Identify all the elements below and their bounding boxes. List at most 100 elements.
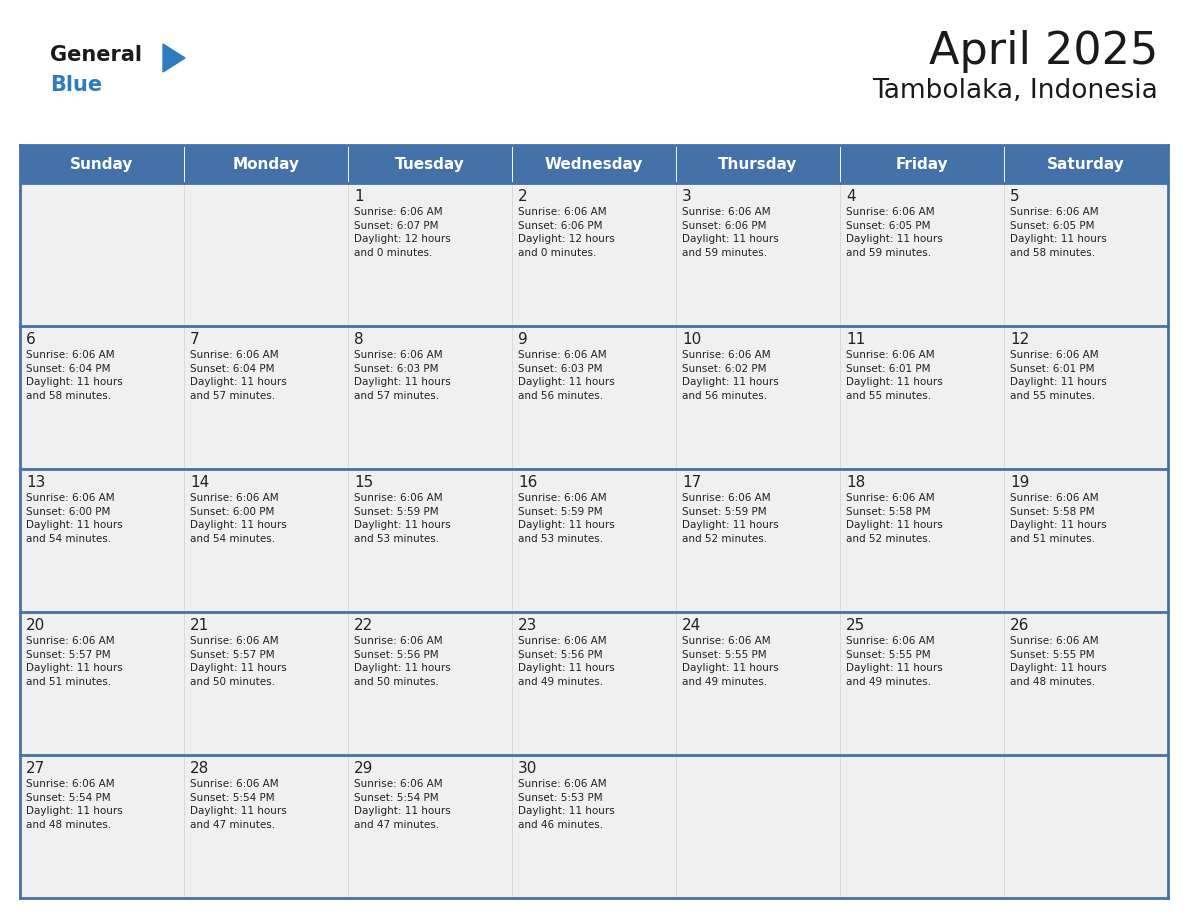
Bar [512, 326, 676, 469]
Bar [512, 469, 676, 612]
Text: 22: 22 [354, 618, 373, 633]
Bar [348, 755, 512, 898]
Bar [348, 612, 512, 755]
Text: 14: 14 [190, 475, 209, 490]
Text: 24: 24 [682, 618, 701, 633]
Text: April 2025: April 2025 [929, 30, 1158, 73]
Text: Thursday: Thursday [719, 156, 797, 172]
Text: Sunrise: 6:06 AM
Sunset: 6:03 PM
Daylight: 11 hours
and 56 minutes.: Sunrise: 6:06 AM Sunset: 6:03 PM Dayligh… [518, 350, 614, 401]
Text: Wednesday: Wednesday [545, 156, 643, 172]
Text: 16: 16 [518, 475, 537, 490]
Bar [512, 145, 676, 183]
Bar [20, 755, 184, 898]
Text: 20: 20 [26, 618, 45, 633]
Text: Friday: Friday [896, 156, 948, 172]
Text: Sunday: Sunday [70, 156, 134, 172]
Text: 15: 15 [354, 475, 373, 490]
Bar [1004, 183, 1168, 326]
Text: 9: 9 [518, 332, 527, 347]
Text: 30: 30 [518, 761, 537, 776]
Polygon shape [163, 44, 185, 72]
Text: 17: 17 [682, 475, 701, 490]
Bar [676, 326, 840, 469]
Bar [348, 145, 512, 183]
Text: 11: 11 [846, 332, 865, 347]
Text: Sunrise: 6:06 AM
Sunset: 5:56 PM
Daylight: 11 hours
and 50 minutes.: Sunrise: 6:06 AM Sunset: 5:56 PM Dayligh… [354, 636, 450, 687]
Text: Sunrise: 6:06 AM
Sunset: 5:58 PM
Daylight: 11 hours
and 52 minutes.: Sunrise: 6:06 AM Sunset: 5:58 PM Dayligh… [846, 493, 943, 543]
Bar [20, 145, 184, 183]
Bar [840, 755, 1004, 898]
Text: Monday: Monday [233, 156, 299, 172]
Text: Sunrise: 6:06 AM
Sunset: 5:53 PM
Daylight: 11 hours
and 46 minutes.: Sunrise: 6:06 AM Sunset: 5:53 PM Dayligh… [518, 779, 614, 830]
Text: 26: 26 [1010, 618, 1029, 633]
Text: Sunrise: 6:06 AM
Sunset: 6:01 PM
Daylight: 11 hours
and 55 minutes.: Sunrise: 6:06 AM Sunset: 6:01 PM Dayligh… [1010, 350, 1107, 401]
Bar [184, 326, 348, 469]
Bar [676, 612, 840, 755]
Text: Sunrise: 6:06 AM
Sunset: 5:54 PM
Daylight: 11 hours
and 47 minutes.: Sunrise: 6:06 AM Sunset: 5:54 PM Dayligh… [354, 779, 450, 830]
Text: 1: 1 [354, 189, 364, 204]
Text: Sunrise: 6:06 AM
Sunset: 5:54 PM
Daylight: 11 hours
and 47 minutes.: Sunrise: 6:06 AM Sunset: 5:54 PM Dayligh… [190, 779, 286, 830]
Text: Sunrise: 6:06 AM
Sunset: 6:06 PM
Daylight: 12 hours
and 0 minutes.: Sunrise: 6:06 AM Sunset: 6:06 PM Dayligh… [518, 207, 614, 258]
Text: Sunrise: 6:06 AM
Sunset: 5:57 PM
Daylight: 11 hours
and 51 minutes.: Sunrise: 6:06 AM Sunset: 5:57 PM Dayligh… [26, 636, 122, 687]
Text: 2: 2 [518, 189, 527, 204]
Bar [676, 145, 840, 183]
Bar [840, 183, 1004, 326]
Text: Sunrise: 6:06 AM
Sunset: 5:59 PM
Daylight: 11 hours
and 53 minutes.: Sunrise: 6:06 AM Sunset: 5:59 PM Dayligh… [518, 493, 614, 543]
Text: Sunrise: 6:06 AM
Sunset: 6:05 PM
Daylight: 11 hours
and 59 minutes.: Sunrise: 6:06 AM Sunset: 6:05 PM Dayligh… [846, 207, 943, 258]
Text: Sunrise: 6:06 AM
Sunset: 6:00 PM
Daylight: 11 hours
and 54 minutes.: Sunrise: 6:06 AM Sunset: 6:00 PM Dayligh… [190, 493, 286, 543]
Text: Tambolaka, Indonesia: Tambolaka, Indonesia [872, 78, 1158, 104]
Text: Sunrise: 6:06 AM
Sunset: 5:55 PM
Daylight: 11 hours
and 49 minutes.: Sunrise: 6:06 AM Sunset: 5:55 PM Dayligh… [846, 636, 943, 687]
Text: 8: 8 [354, 332, 364, 347]
Bar [1004, 612, 1168, 755]
Bar [20, 183, 184, 326]
Text: Sunrise: 6:06 AM
Sunset: 5:59 PM
Daylight: 11 hours
and 53 minutes.: Sunrise: 6:06 AM Sunset: 5:59 PM Dayligh… [354, 493, 450, 543]
Bar [184, 469, 348, 612]
Text: 19: 19 [1010, 475, 1029, 490]
Bar [348, 183, 512, 326]
Text: Sunrise: 6:06 AM
Sunset: 5:55 PM
Daylight: 11 hours
and 48 minutes.: Sunrise: 6:06 AM Sunset: 5:55 PM Dayligh… [1010, 636, 1107, 687]
Text: Sunrise: 6:06 AM
Sunset: 6:04 PM
Daylight: 11 hours
and 57 minutes.: Sunrise: 6:06 AM Sunset: 6:04 PM Dayligh… [190, 350, 286, 401]
Text: Sunrise: 6:06 AM
Sunset: 5:58 PM
Daylight: 11 hours
and 51 minutes.: Sunrise: 6:06 AM Sunset: 5:58 PM Dayligh… [1010, 493, 1107, 543]
Bar [840, 145, 1004, 183]
Text: Sunrise: 6:06 AM
Sunset: 6:04 PM
Daylight: 11 hours
and 58 minutes.: Sunrise: 6:06 AM Sunset: 6:04 PM Dayligh… [26, 350, 122, 401]
Text: Sunrise: 6:06 AM
Sunset: 5:59 PM
Daylight: 11 hours
and 52 minutes.: Sunrise: 6:06 AM Sunset: 5:59 PM Dayligh… [682, 493, 779, 543]
Bar [676, 469, 840, 612]
Text: Sunrise: 6:06 AM
Sunset: 5:56 PM
Daylight: 11 hours
and 49 minutes.: Sunrise: 6:06 AM Sunset: 5:56 PM Dayligh… [518, 636, 614, 687]
Text: 21: 21 [190, 618, 209, 633]
Bar [20, 469, 184, 612]
Bar [20, 326, 184, 469]
Bar [840, 612, 1004, 755]
Bar [512, 183, 676, 326]
Text: General: General [50, 45, 143, 65]
Text: 18: 18 [846, 475, 865, 490]
Text: 5: 5 [1010, 189, 1019, 204]
Text: Sunrise: 6:06 AM
Sunset: 5:57 PM
Daylight: 11 hours
and 50 minutes.: Sunrise: 6:06 AM Sunset: 5:57 PM Dayligh… [190, 636, 286, 687]
Text: 29: 29 [354, 761, 373, 776]
Text: 12: 12 [1010, 332, 1029, 347]
Text: 7: 7 [190, 332, 200, 347]
Text: Sunrise: 6:06 AM
Sunset: 6:02 PM
Daylight: 11 hours
and 56 minutes.: Sunrise: 6:06 AM Sunset: 6:02 PM Dayligh… [682, 350, 779, 401]
Bar [1004, 326, 1168, 469]
Text: Sunrise: 6:06 AM
Sunset: 6:01 PM
Daylight: 11 hours
and 55 minutes.: Sunrise: 6:06 AM Sunset: 6:01 PM Dayligh… [846, 350, 943, 401]
Text: 23: 23 [518, 618, 537, 633]
Text: Blue: Blue [50, 75, 102, 95]
Bar [512, 755, 676, 898]
Bar [512, 612, 676, 755]
Text: 10: 10 [682, 332, 701, 347]
Bar [184, 755, 348, 898]
Bar [184, 145, 348, 183]
Bar [840, 469, 1004, 612]
Text: Sunrise: 6:06 AM
Sunset: 6:06 PM
Daylight: 11 hours
and 59 minutes.: Sunrise: 6:06 AM Sunset: 6:06 PM Dayligh… [682, 207, 779, 258]
Text: Sunrise: 6:06 AM
Sunset: 5:54 PM
Daylight: 11 hours
and 48 minutes.: Sunrise: 6:06 AM Sunset: 5:54 PM Dayligh… [26, 779, 122, 830]
Bar [840, 326, 1004, 469]
Text: 3: 3 [682, 189, 691, 204]
Text: Sunrise: 6:06 AM
Sunset: 6:07 PM
Daylight: 12 hours
and 0 minutes.: Sunrise: 6:06 AM Sunset: 6:07 PM Dayligh… [354, 207, 450, 258]
Bar [184, 183, 348, 326]
Text: 28: 28 [190, 761, 209, 776]
Text: Sunrise: 6:06 AM
Sunset: 6:00 PM
Daylight: 11 hours
and 54 minutes.: Sunrise: 6:06 AM Sunset: 6:00 PM Dayligh… [26, 493, 122, 543]
Bar [348, 326, 512, 469]
Text: Tuesday: Tuesday [396, 156, 465, 172]
Bar [1004, 469, 1168, 612]
Bar [1004, 755, 1168, 898]
Text: 6: 6 [26, 332, 36, 347]
